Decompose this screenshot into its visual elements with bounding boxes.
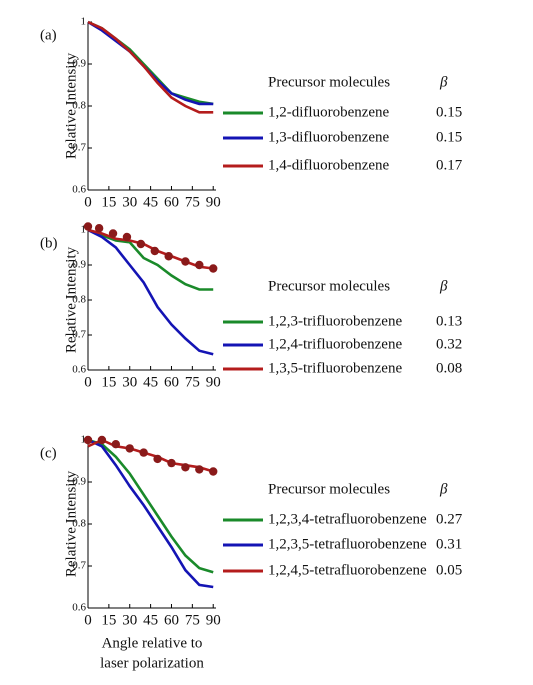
x-tick-label: 0 [84,194,92,210]
panel-label: (a) [40,27,57,43]
legend-title: Precursor molecules [268,74,390,90]
data-point [111,440,121,449]
x-tick-label: 60 [164,374,179,390]
data-point [94,224,104,233]
x-tick-label: 45 [143,194,158,210]
legend-beta: 0.31 [436,536,462,552]
y-tick-label: 1 [81,16,87,28]
y-tick-label: 0.6 [72,184,86,196]
data-point [97,435,107,445]
legend-beta: 0.15 [436,104,462,120]
y-tick-label: 0.6 [72,602,86,614]
legend-label: 1,2,4,5-tetrafluorobenzene [268,562,427,578]
panel-label: (b) [40,235,58,251]
legend-title: Precursor molecules [268,481,390,497]
y-tick-label: 0.7 [72,142,86,154]
x-tick-label: 60 [164,194,179,210]
data-line [87,438,214,473]
data-line [87,20,214,114]
y-tick-label: 0.9 [72,476,86,488]
legend-beta: 0.32 [436,336,462,352]
y-tick-label: 0.7 [72,329,86,341]
x-tick-label: 15 [101,612,116,628]
y-axis-label: Relative Intensity [63,52,79,159]
x-tick-label: 0 [84,612,92,628]
x-tick-label: 45 [143,374,158,390]
legend-label: 1,2,4-trifluorobenzene [268,336,402,352]
x-tick-label: 30 [122,194,137,210]
x-tick-label: 75 [185,612,200,628]
data-line [87,438,214,574]
data-line [87,228,214,270]
y-tick-label: 0.6 [72,364,86,376]
x-axis-label: Angle relative to [102,635,203,651]
x-tick-label: 90 [206,612,221,628]
y-tick-label: 1 [81,224,87,236]
y-axis-label: Relative Intensity [63,246,79,353]
data-point [181,463,190,472]
data-point [209,264,218,273]
legend-label: 1,3-difluorobenzene [268,129,390,145]
legend-label: 1,3,5-trifluorobenzene [268,360,402,376]
legend-label: 1,4-difluorobenzene [268,157,390,173]
legend-beta: 0.13 [436,313,462,329]
x-tick-label: 75 [185,374,200,390]
data-point [83,222,93,231]
legend-title: Precursor molecules [268,278,390,294]
data-point [83,435,93,445]
data-point [195,260,204,270]
legend-beta: 0.08 [436,360,462,376]
y-axis-label: Relative Intensity [63,470,79,577]
data-point [209,467,218,476]
data-point [167,458,176,468]
legend-beta: 0.05 [436,562,462,578]
x-tick-label: 60 [164,612,179,628]
data-line [87,228,214,356]
legend-beta-header: β [439,481,448,497]
x-tick-label: 75 [185,194,200,210]
panel-label: (c) [40,445,57,461]
x-tick-label: 15 [101,194,116,210]
legend-beta: 0.27 [436,511,463,527]
data-line [87,228,214,291]
data-point [150,246,159,256]
x-tick-label: 90 [206,194,221,210]
data-point [164,252,173,261]
legend-label: 1,2,3,5-tetrafluorobenzene [268,536,427,552]
data-point [136,239,146,249]
data-line [87,438,214,589]
legend-label: 1,2-difluorobenzene [268,104,390,120]
data-point [153,454,162,464]
legend-beta: 0.15 [436,129,462,145]
data-point [108,229,118,238]
y-tick-label: 1 [81,434,87,446]
data-point [122,232,132,242]
data-point [125,444,134,453]
y-tick-label: 0.8 [72,100,86,112]
x-tick-label: 30 [122,374,137,390]
x-tick-label: 15 [101,374,116,390]
legend-beta-header: β [439,278,448,294]
y-tick-label: 0.8 [72,518,86,530]
data-point [195,465,204,474]
data-line [87,20,214,106]
x-tick-label: 30 [122,612,137,628]
data-point [139,448,148,457]
x-tick-label: 45 [143,612,158,628]
x-tick-label: 0 [84,374,92,390]
legend-beta: 0.17 [436,157,463,173]
y-tick-label: 0.9 [72,259,86,271]
x-axis-label: laser polarization [100,655,204,671]
legend-label: 1,2,3,4-tetrafluorobenzene [268,511,427,527]
data-point [181,257,190,266]
legend-beta-header: β [439,74,448,90]
x-tick-label: 90 [206,374,221,390]
y-tick-label: 0.7 [72,560,86,572]
y-tick-label: 0.8 [72,294,86,306]
legend-label: 1,2,3-trifluorobenzene [268,313,402,329]
y-tick-label: 0.9 [72,58,86,70]
